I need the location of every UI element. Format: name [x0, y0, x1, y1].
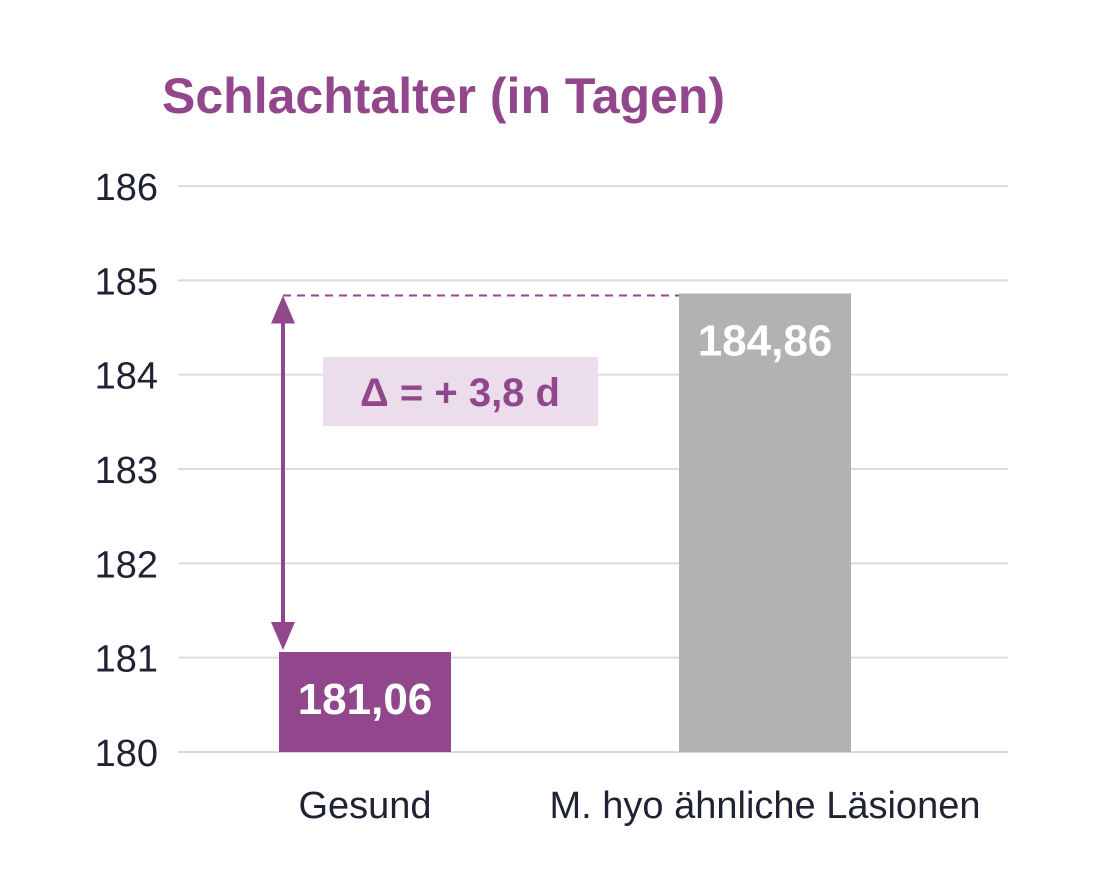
x-category-label: Gesund — [298, 785, 431, 827]
y-tick-label: 181 — [95, 639, 158, 681]
bars: 181,06 184,86 — [279, 293, 851, 752]
y-tick-label: 182 — [95, 544, 158, 586]
bar-value-label: 184,86 — [698, 317, 833, 366]
difference-label-box — [323, 357, 598, 426]
y-tick-label: 183 — [95, 450, 158, 492]
difference-label: Δ = + 3,8 d — [360, 371, 560, 415]
bar-value-label: 181,06 — [298, 675, 433, 724]
arrow-head-down-icon — [271, 622, 295, 651]
y-tick-label: 184 — [95, 356, 158, 398]
x-category-label: M. hyo ähnliche Läsionen — [550, 785, 981, 827]
difference-annotation: Δ = + 3,8 d — [271, 294, 679, 651]
arrow-head-up-icon — [271, 295, 295, 324]
x-axis-categories: Gesund M. hyo ähnliche Läsionen — [298, 785, 980, 827]
bar — [279, 652, 451, 752]
chart-title: Schlachtalter (in Tagen) — [162, 68, 725, 124]
y-tick-label: 186 — [95, 167, 158, 209]
y-tick-label: 185 — [95, 261, 158, 303]
y-axis-ticks: 180 181 182 183 184 185 186 — [95, 167, 158, 775]
y-tick-label: 180 — [95, 733, 158, 775]
bar — [679, 293, 851, 752]
